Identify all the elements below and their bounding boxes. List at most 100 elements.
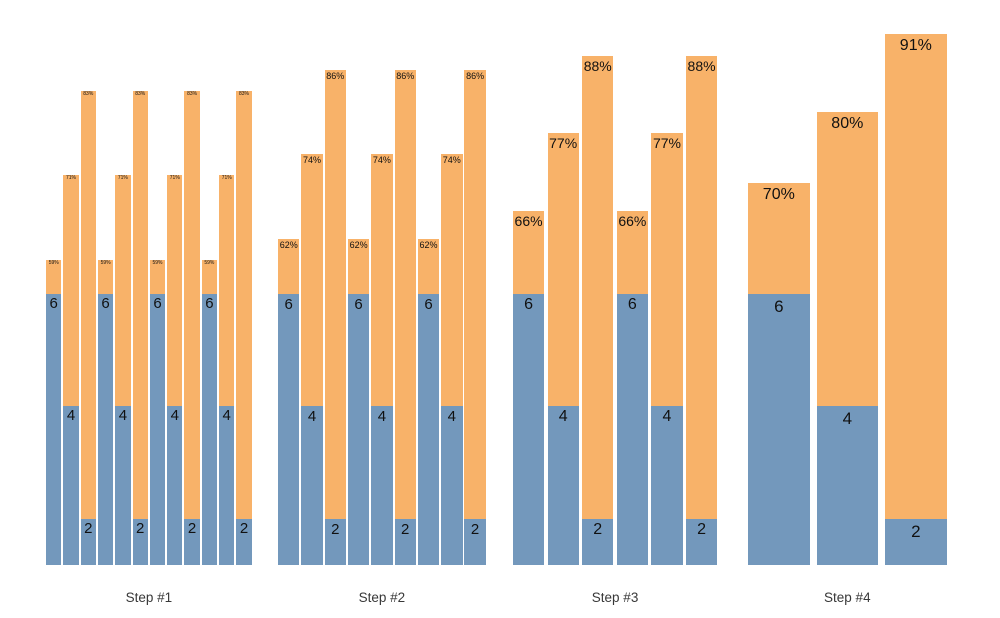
bar-count-label: 4 [558, 408, 568, 426]
bar-percent-label: 70% [762, 185, 795, 203]
bar-step3-3: 88% 2 [582, 55, 614, 565]
bar-count-label: 2 [470, 521, 480, 538]
bar-count-label: 4 [662, 408, 672, 426]
bar-step1-6: 83% 2 [132, 90, 148, 565]
bar-percent-label: 71% [169, 175, 180, 182]
bar-step3-1: 66% 6 [513, 210, 545, 565]
bar-count-segment: 6 [616, 293, 648, 565]
bar-count-segment: 6 [46, 293, 62, 565]
bar-count-segment: 6 [748, 293, 810, 565]
x-axis-label-step2: Step #2 [358, 590, 406, 605]
bar-count-label: 4 [377, 408, 387, 426]
bar-step1-5: 71% 4 [115, 175, 131, 565]
bar-count-label: 2 [331, 521, 340, 538]
bar-count-segment: 2 [324, 519, 347, 565]
bar-step1-8: 71% 4 [167, 175, 183, 565]
bar-count-label: 6 [424, 295, 433, 313]
bar-step4-3: 91% 2 [885, 34, 947, 565]
bar-step2-1: 62% 6 [278, 238, 300, 565]
bar-count-segment: 6 [513, 293, 545, 565]
bar-percent-label: 83% [135, 90, 146, 97]
bar-percent-label: 62% [279, 239, 298, 250]
x-axis-label-step4: Step #4 [824, 590, 871, 605]
bar-count-segment: 4 [219, 406, 235, 565]
bar-count-segment: 4 [371, 406, 393, 565]
bar-count-segment: 6 [201, 293, 218, 565]
bar-count-label: 4 [222, 407, 231, 425]
bar-percent-label: 83% [238, 90, 249, 97]
bar-count-segment: 2 [80, 519, 96, 565]
bar-count-label: 2 [401, 521, 410, 538]
bar-step1-7: 59% 6 [149, 260, 166, 565]
bar-step2-4: 62% 6 [347, 238, 370, 565]
bar-count-label: 6 [205, 294, 214, 312]
bar-count-label: 6 [627, 295, 637, 313]
bar-count-segment: 4 [115, 406, 131, 565]
bar-percent-label: 62% [349, 239, 368, 250]
bar-step3-4: 66% 6 [616, 210, 648, 565]
bar-count-segment: 4 [63, 406, 79, 565]
bar-percent-label: 91% [899, 37, 932, 55]
bar-percent-label: 77% [549, 135, 578, 152]
bar-count-segment: 4 [816, 406, 879, 565]
bar-step2-6: 86% 2 [394, 69, 416, 565]
bar-step4-1: 70% 6 [748, 182, 810, 565]
bar-count-label: 2 [84, 520, 93, 537]
bar-step2-2: 74% 4 [301, 154, 323, 565]
bar-count-label: 6 [153, 294, 162, 312]
bar-count-segment: 2 [464, 519, 486, 565]
bar-count-label: 6 [101, 294, 110, 312]
bar-count-label: 4 [170, 407, 179, 425]
bar-percent-label: 59% [152, 260, 163, 267]
bar-count-segment: 6 [97, 293, 114, 565]
bar-percent-label: 71% [65, 175, 76, 182]
bar-count-label: 4 [118, 407, 128, 425]
bar-count-segment: 2 [582, 519, 614, 565]
bar-count-label: 2 [239, 520, 249, 537]
bar-percent-label: 86% [396, 70, 415, 81]
bar-count-label: 4 [842, 409, 853, 429]
bar-count-segment: 2 [394, 519, 416, 565]
bar-step2-3: 86% 2 [324, 69, 347, 565]
bar-step1-4: 59% 6 [97, 260, 114, 565]
x-axis-label-step1: Step #1 [125, 590, 173, 605]
bar-step3-2: 77% 4 [547, 133, 579, 565]
bar-count-label: 4 [307, 408, 317, 426]
bar-count-segment: 2 [885, 519, 947, 565]
bar-count-segment: 4 [441, 406, 463, 565]
x-axis-label-step3: Step #3 [591, 590, 639, 605]
bar-count-segment: 6 [278, 293, 300, 565]
bar-count-segment: 2 [236, 519, 252, 565]
bar-percent-label: 66% [618, 212, 647, 229]
bar-step1-10: 59% 6 [201, 260, 218, 565]
bar-step3-5: 77% 4 [651, 133, 683, 565]
bar-percent-label: 59% [100, 260, 111, 267]
bar-step1-3: 83% 2 [80, 90, 96, 565]
bar-count-label: 2 [911, 522, 921, 541]
bar-count-label: 4 [66, 407, 76, 425]
bar-step3-6: 88% 2 [686, 55, 718, 565]
bar-count-segment: 2 [184, 519, 200, 565]
bar-percent-label: 86% [466, 70, 485, 81]
bar-count-segment: 2 [686, 519, 718, 565]
bar-count-segment: 4 [651, 406, 683, 565]
bar-count-segment: 6 [347, 293, 370, 565]
bar-percent-label: 77% [652, 135, 681, 152]
bar-step2-7: 62% 6 [417, 238, 440, 565]
bar-percent-label: 74% [303, 155, 322, 166]
bar-step1-1: 59% 6 [46, 260, 62, 565]
bar-step4-2: 80% 4 [816, 112, 879, 565]
bar-count-label: 4 [447, 408, 456, 426]
bar-count-label: 6 [49, 294, 58, 312]
bar-percent-label: 88% [687, 57, 716, 74]
bar-count-segment: 6 [149, 293, 166, 565]
bar-count-label: 2 [593, 521, 603, 538]
bar-percent-label: 59% [204, 260, 215, 267]
bar-percent-label: 86% [326, 70, 345, 81]
bar-percent-label: 74% [372, 155, 391, 166]
bar-count-label: 6 [284, 295, 293, 313]
bar-percent-label: 83% [187, 90, 198, 97]
bar-count-segment: 4 [547, 406, 579, 565]
bar-percent-label: 59% [48, 260, 59, 267]
